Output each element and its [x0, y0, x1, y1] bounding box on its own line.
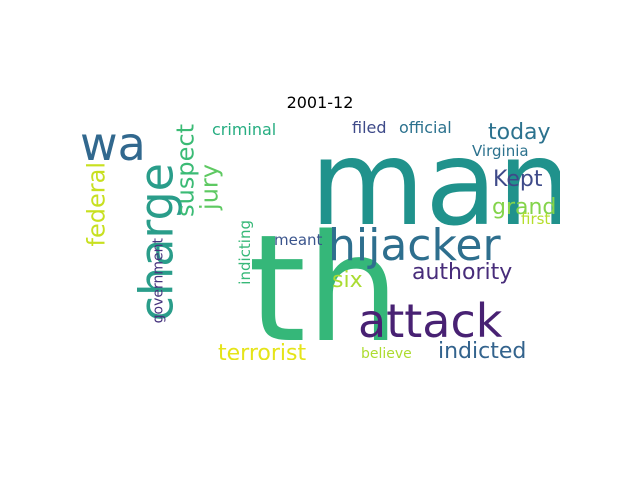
word-terrorist: terrorist — [218, 341, 306, 360]
word-suspect: suspect — [172, 124, 200, 217]
word-hijacker: hijacker — [328, 220, 501, 271]
word-charge: charge — [129, 163, 183, 321]
word-indicted: indicted — [438, 339, 526, 360]
word-virginia: Virginia — [472, 142, 529, 160]
word-meant: meant — [274, 231, 323, 249]
word-wa: wa — [80, 120, 146, 171]
word-believe: believe — [361, 346, 412, 360]
word-indicting: indicting — [236, 220, 254, 285]
word-first: first — [521, 210, 550, 228]
word-kept: Kept — [493, 167, 543, 192]
chart-title: 2001-12 — [286, 93, 354, 112]
word-government: government — [151, 238, 167, 324]
word-jury: jury — [196, 164, 224, 211]
word-man: man — [310, 120, 560, 252]
word-today: today — [488, 120, 551, 145]
word-filed: filed — [352, 120, 387, 137]
word-grand: grand — [492, 195, 556, 220]
word-official: official — [399, 120, 452, 137]
word-criminal: criminal — [212, 120, 276, 139]
word-cloud: man th wa charge hijacker attack suspect jury fe… — [80, 114, 572, 375]
word-attack: attack — [358, 294, 503, 348]
word-th: th — [248, 203, 400, 360]
word-federal: federal — [83, 162, 111, 246]
word-authority: authority — [412, 260, 512, 285]
word-six: six — [332, 268, 363, 293]
